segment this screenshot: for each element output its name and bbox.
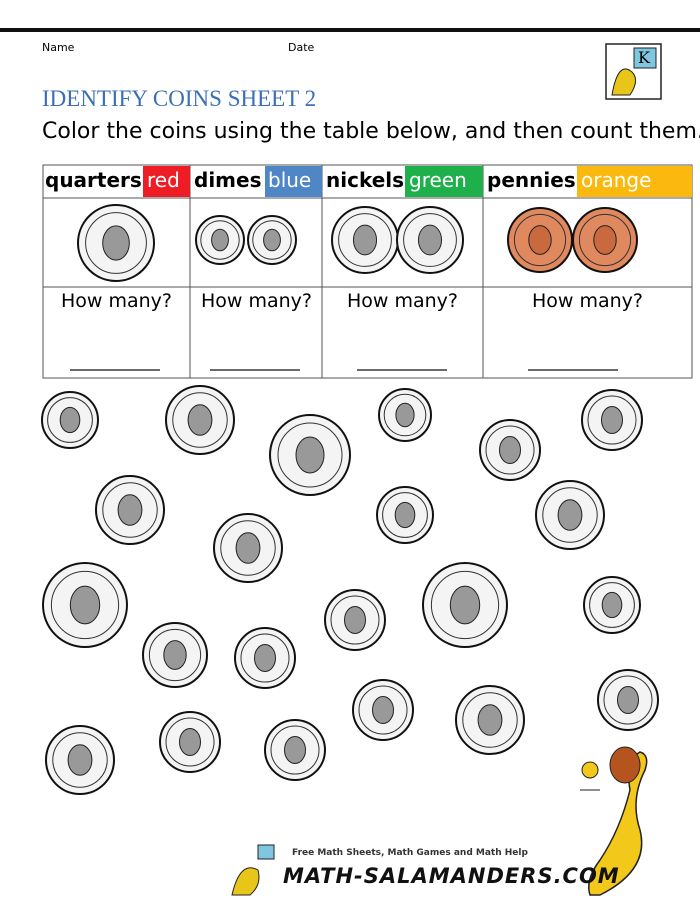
instruction: Color the coins using the table below, a… [42,119,700,144]
coin [597,669,659,731]
coin [324,589,386,651]
coin-name: dimes [194,168,262,192]
footer-logo [231,844,275,896]
coin [247,215,297,265]
coin [234,627,296,689]
coin-name: quarters [45,168,142,192]
name-label: Name [42,41,75,54]
coin [583,576,641,634]
how-many: How many? [201,290,313,312]
coin [41,391,99,449]
coin [455,685,525,755]
footer-tagline: Free Math Sheets, Math Games and Math He… [292,848,528,858]
coin [213,513,283,583]
coin [45,725,115,795]
coin [264,719,326,781]
salamander [580,746,648,896]
logo-tile [633,47,657,69]
swatch-orange [577,166,692,197]
coin [396,206,464,274]
top-rule [0,28,700,32]
coin [535,480,605,550]
swatch-green [405,166,483,197]
coin [159,711,221,773]
coin [77,204,155,282]
coin [378,388,432,442]
coin-table [42,164,693,379]
coin-color: red [147,168,180,192]
coin [479,419,541,481]
coin-name: pennies [487,168,576,192]
coin [352,679,414,741]
swatch-red [143,166,190,197]
logo-salamander [611,68,636,96]
coin-color: orange [581,168,652,192]
coin [42,562,128,648]
coin [95,475,165,545]
footer-site: MATH-SALAMANDERS.COM [283,864,620,888]
how-many: How many? [532,290,644,312]
coin [422,562,508,648]
logo-letter: K [638,48,650,67]
coin [507,207,573,273]
coin [572,207,638,273]
coin [376,486,434,544]
coin-color: green [409,168,467,192]
coin [165,385,235,455]
coin [581,389,643,451]
coin [331,206,399,274]
coin [269,414,351,496]
coin [142,622,208,688]
date-label: Date [288,41,315,54]
coins [41,204,659,795]
coin [195,215,245,265]
how-many: How many? [347,290,459,312]
swatch-blue [265,166,322,197]
coin-color: blue [268,168,312,192]
coin-name: nickels [326,168,405,192]
how-many: How many? [61,290,173,312]
title: IDENTIFY COINS SHEET 2 [42,86,317,111]
